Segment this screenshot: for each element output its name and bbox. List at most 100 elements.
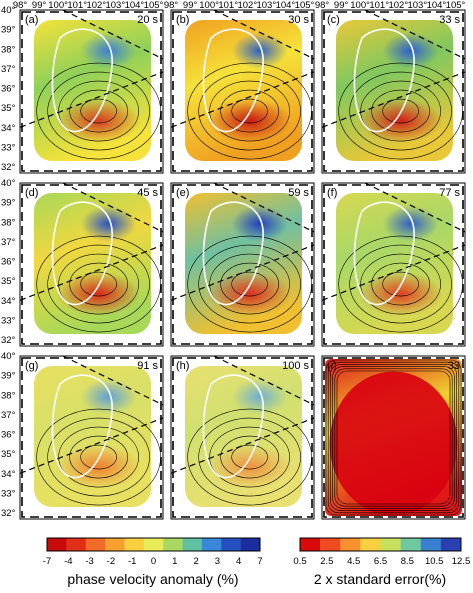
fault-line	[364, 183, 465, 233]
anomaly-contour	[58, 80, 139, 142]
map-panel: (c) 33 s	[321, 9, 466, 174]
panel-period: 59 s	[288, 187, 309, 199]
longitude-tick-label: 100°	[199, 0, 219, 11]
error-colorbar-swatch	[400, 538, 422, 551]
anomaly-contour	[80, 98, 117, 124]
panel-letter: (c)	[327, 14, 340, 26]
velocity-colorbar: -7 -4 -3 -2 -1 0 1 2 3 4 7 phase velocity anomaly …	[43, 537, 263, 587]
latitude-tick-label: 40°	[1, 178, 16, 189]
velocity-colorbar-tick-label: -2	[107, 556, 115, 567]
velocity-colorbar-swatch	[221, 538, 241, 551]
fast-anomaly	[382, 32, 439, 69]
longitude-tick-label: 102°	[86, 0, 106, 11]
error-colorbar-tick-label: 10.5	[425, 556, 444, 567]
error-colorbar-tick-label: 2.5	[320, 556, 333, 567]
anomaly-contour	[349, 244, 452, 324]
latitude-tick-label: 32°	[1, 508, 16, 519]
fault-line	[171, 71, 314, 128]
anomaly-contour	[47, 244, 150, 324]
fault-line	[20, 417, 163, 474]
fault-line	[322, 71, 465, 128]
longitude-tick-label: 98°	[315, 0, 330, 11]
resolution-outline	[353, 28, 415, 133]
error-colorbar-tick-label: 8.5	[401, 556, 414, 567]
panel-graticule	[323, 11, 464, 172]
fault-line	[20, 71, 163, 128]
latitude-tick-label: 36°	[1, 430, 16, 441]
velocity-colorbar-swatch	[163, 538, 183, 551]
error-contour	[336, 370, 451, 505]
panel-graticule	[172, 357, 313, 518]
top-longitude-ticks: 98° 99° 100° 101° 102° 103° 104° 105° 98° 99° 100°…	[13, 0, 466, 11]
fault-line	[322, 244, 465, 301]
map-panel: (e) 59 s	[170, 182, 315, 347]
velocity-colorbar-tick-label: 1	[172, 556, 177, 567]
resolution-outline	[353, 201, 415, 306]
map-panel: (d) 45 s	[19, 182, 164, 347]
error-colorbar-swatch	[440, 538, 462, 551]
panel-period: 100 s	[282, 360, 309, 372]
anomaly-contour	[209, 80, 290, 142]
panel-period: 91 s	[137, 360, 158, 372]
latitude-tick-label: 34°	[1, 123, 16, 134]
error-colorbar-ticks: 0.5 2.5 4.5 6.5 8.5 10.5 12.5	[293, 556, 470, 567]
panel-period: 30 s	[288, 14, 309, 26]
velocity-colorbar-swatch	[124, 538, 145, 551]
fast-anomaly	[80, 205, 137, 242]
panel-period: 33 s	[439, 14, 460, 26]
error-colorbar-tick-label: 4.5	[347, 556, 360, 567]
velocity-colorbar-swatch	[182, 538, 203, 551]
longitude-tick-label: 105°	[446, 0, 466, 11]
velocity-colorbar-tick-label: 3	[215, 556, 220, 567]
fault-line	[62, 10, 163, 60]
latitude-tick-label: 37°	[1, 64, 16, 75]
panel-letter: (h)	[176, 360, 189, 372]
anomaly-contour	[80, 271, 117, 297]
panel-letter: (g)	[25, 360, 38, 372]
velocity-colorbar-swatches	[47, 538, 261, 551]
velocity-colorbar-swatch	[240, 538, 261, 551]
longitude-tick-label: 103°	[105, 0, 125, 11]
velocity-colorbar-swatch	[47, 538, 67, 551]
anomaly-contour	[69, 89, 128, 133]
latitude-tick-label: 36°	[1, 84, 16, 95]
panel-period: 33	[448, 360, 460, 372]
fast-anomaly	[80, 32, 137, 69]
fault-line	[171, 417, 314, 474]
anomaly-contour	[69, 435, 128, 479]
velocity-colorbar-tick-label: -4	[64, 556, 72, 567]
velocity-colorbar-tick-label: -1	[128, 556, 136, 567]
panel-graticule	[172, 11, 313, 172]
fault-line	[213, 10, 314, 60]
anomaly-contour	[58, 426, 139, 488]
longitude-tick-label: 98°	[13, 0, 28, 11]
error-contour	[327, 361, 460, 514]
latitude-tick-label: 38°	[1, 44, 16, 55]
panel-letter: (d)	[25, 187, 38, 199]
longitude-tick-label: 104°	[276, 0, 296, 11]
longitude-tick-label: 105°	[144, 0, 164, 11]
anomaly-contour	[220, 435, 279, 479]
fault-line	[20, 244, 163, 301]
latitude-tick-label: 35°	[1, 103, 16, 114]
resolution-outline	[202, 374, 264, 479]
anomaly-contour	[382, 271, 419, 297]
latitude-tick-label: 40°	[1, 351, 16, 362]
map-panel: (a) 20 s	[19, 9, 164, 174]
longitude-tick-label: 100°	[48, 0, 68, 11]
latitude-tick-label: 32°	[1, 335, 16, 346]
resolution-outline	[202, 201, 264, 306]
panel-letter: (e)	[176, 187, 189, 199]
anomaly-contour	[209, 253, 290, 315]
error-contour	[325, 359, 462, 516]
longitude-tick-label: 100°	[350, 0, 370, 11]
fast-anomaly	[231, 32, 288, 69]
velocity-colorbar-tick-label: 7	[257, 556, 262, 567]
longitude-tick-label: 99°	[334, 0, 349, 11]
fast-anomaly	[382, 205, 439, 242]
panel-graticule	[21, 11, 162, 172]
anomaly-contour	[58, 253, 139, 315]
anomaly-contour	[198, 417, 301, 497]
anomaly-contour	[231, 444, 268, 470]
latitude-tick-label: 33°	[1, 143, 16, 154]
